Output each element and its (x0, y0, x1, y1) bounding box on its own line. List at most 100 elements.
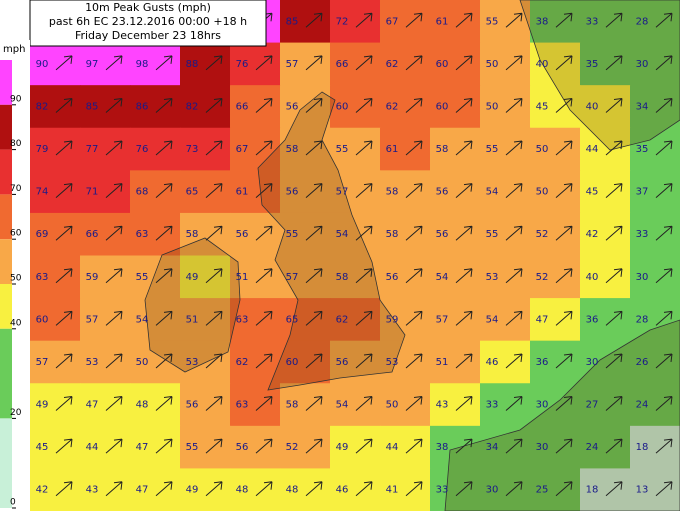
gust-cell (280, 468, 331, 511)
wind-arrow (405, 353, 423, 369)
gust-cell (630, 170, 680, 214)
gust-value: 62 (236, 357, 249, 368)
wind-arrow (155, 438, 173, 454)
gust-value: 54 (336, 229, 349, 240)
gust-cell (30, 212, 81, 256)
wind-arrow (505, 55, 523, 71)
wind-arrow (105, 310, 123, 326)
gust-cell (130, 340, 181, 384)
gust-value: 53 (186, 357, 199, 368)
wind-arrow (455, 268, 473, 284)
wind-arrow (55, 481, 73, 497)
gust-value: 66 (236, 101, 249, 112)
wind-arrow (205, 438, 223, 454)
gust-cell (230, 42, 281, 86)
gust-cell (580, 170, 631, 214)
gust-value: 42 (36, 485, 49, 496)
gust-cell (480, 255, 531, 299)
gust-cell (280, 383, 331, 427)
gust-value: 54 (336, 400, 349, 411)
gust-cell (30, 127, 81, 171)
gust-cell (80, 212, 131, 256)
wind-arrow (105, 97, 123, 113)
wind-arrow (205, 55, 223, 71)
gust-value: 50 (486, 101, 499, 112)
gust-value: 30 (636, 272, 649, 283)
gust-value: 51 (186, 314, 199, 325)
wind-arrow (255, 396, 273, 411)
gust-cell (130, 212, 181, 256)
gust-cell (80, 340, 131, 384)
gust-cell (480, 298, 531, 342)
gust-cell (580, 255, 631, 299)
gust-cell (480, 127, 531, 171)
gust-cell (630, 425, 680, 469)
colorbar-unit: mph (3, 44, 25, 55)
gust-value: 35 (586, 59, 599, 70)
gust-cell (280, 340, 331, 384)
title-line: Friday December 23 18hrs (75, 29, 221, 42)
gust-value: 33 (486, 400, 499, 411)
wind-arrow (55, 140, 73, 156)
gust-cell (230, 212, 281, 256)
wind-arrow (455, 183, 473, 199)
land (144, 0, 680, 511)
wind-arrow (155, 225, 173, 241)
gust-value: 33 (586, 16, 599, 27)
colorbar-tick-label: 60 (10, 229, 22, 239)
wind-arrow (555, 481, 573, 497)
gust-cell (130, 468, 181, 511)
gust-cell (30, 340, 81, 384)
colorbar-band (0, 239, 12, 284)
gust-value: 55 (486, 144, 499, 155)
colorbar-band (0, 328, 12, 419)
wind-arrow (105, 140, 123, 156)
wind-arrow (455, 12, 473, 28)
gust-value: 54 (436, 272, 449, 283)
wind-arrow (155, 97, 173, 113)
gust-value: 88 (186, 59, 199, 70)
gust-cell (380, 383, 431, 427)
wind-arrow (255, 140, 273, 156)
wind-arrow (455, 140, 473, 156)
wind-arrow (605, 268, 623, 284)
gust-cell (180, 383, 231, 427)
gust-cell (380, 0, 431, 44)
gust-value: 60 (286, 357, 299, 368)
gust-value: 52 (536, 229, 549, 240)
gust-cell (80, 255, 131, 299)
gust-value: 76 (236, 59, 249, 70)
wind-arrow (305, 310, 323, 326)
gust-cell (530, 383, 581, 427)
gust-value: 27 (586, 400, 599, 411)
gust-cell (80, 127, 131, 171)
wind-arrow (605, 438, 623, 454)
gust-field (30, 0, 680, 511)
gust-cell (280, 42, 331, 86)
wind-arrow (355, 310, 373, 326)
title-box (29, 0, 267, 47)
wind-arrow (205, 396, 223, 411)
gust-value: 68 (136, 187, 149, 198)
gust-value: 40 (586, 272, 599, 283)
wind-arrow (305, 55, 323, 71)
wind-arrow (555, 140, 573, 156)
gust-cell (30, 383, 81, 427)
wind-arrow (655, 140, 673, 156)
gust-value: 61 (386, 144, 399, 155)
wind-arrow (355, 55, 373, 71)
wind-arrow (605, 310, 623, 326)
wind-arrow (455, 438, 473, 454)
gust-cell (380, 468, 431, 511)
wind-arrow (205, 225, 223, 241)
gust-cell (630, 85, 680, 129)
gust-value: 47 (136, 442, 149, 453)
gust-value: 56 (436, 187, 449, 198)
gust-value: 67 (236, 144, 249, 155)
gust-value: 56 (436, 229, 449, 240)
gust-cell (180, 85, 231, 129)
wind-arrow (405, 225, 423, 241)
wind-arrow (655, 55, 673, 71)
wind-arrow (55, 183, 73, 199)
